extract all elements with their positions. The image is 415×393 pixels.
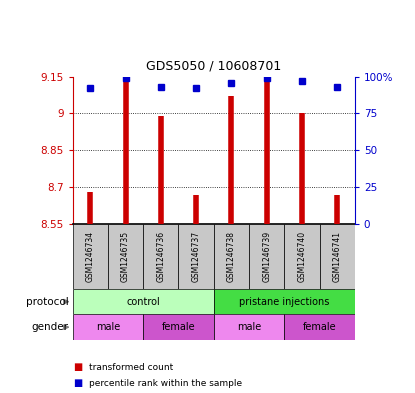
Bar	[249, 224, 284, 289]
Bar	[214, 289, 355, 314]
Text: GSM1246739: GSM1246739	[262, 231, 271, 282]
Text: protocol: protocol	[26, 297, 68, 307]
Text: ■: ■	[73, 378, 82, 388]
Text: control: control	[126, 297, 160, 307]
Bar	[73, 289, 214, 314]
Bar	[73, 314, 143, 340]
Bar	[214, 224, 249, 289]
Text: GSM1246735: GSM1246735	[121, 231, 130, 282]
Bar	[284, 314, 355, 340]
Bar	[214, 314, 284, 340]
Text: female: female	[161, 322, 195, 332]
Bar	[178, 224, 214, 289]
Text: female: female	[303, 322, 337, 332]
Bar	[320, 224, 355, 289]
Bar	[143, 224, 178, 289]
Text: GSM1246738: GSM1246738	[227, 231, 236, 282]
Text: GSM1246736: GSM1246736	[156, 231, 165, 282]
Bar	[143, 314, 214, 340]
Text: gender: gender	[32, 322, 68, 332]
Text: pristane injections: pristane injections	[239, 297, 330, 307]
Text: male: male	[96, 322, 120, 332]
Bar	[284, 224, 320, 289]
Text: transformed count: transformed count	[89, 363, 173, 372]
Text: GSM1246740: GSM1246740	[298, 231, 306, 282]
Text: GSM1246737: GSM1246737	[192, 231, 200, 282]
Text: percentile rank within the sample: percentile rank within the sample	[89, 379, 242, 387]
Text: GSM1246734: GSM1246734	[86, 231, 95, 282]
Text: ■: ■	[73, 362, 82, 373]
Title: GDS5050 / 10608701: GDS5050 / 10608701	[146, 60, 281, 73]
Bar	[108, 224, 143, 289]
Text: GSM1246741: GSM1246741	[333, 231, 342, 282]
Bar	[73, 224, 108, 289]
Text: male: male	[237, 322, 261, 332]
